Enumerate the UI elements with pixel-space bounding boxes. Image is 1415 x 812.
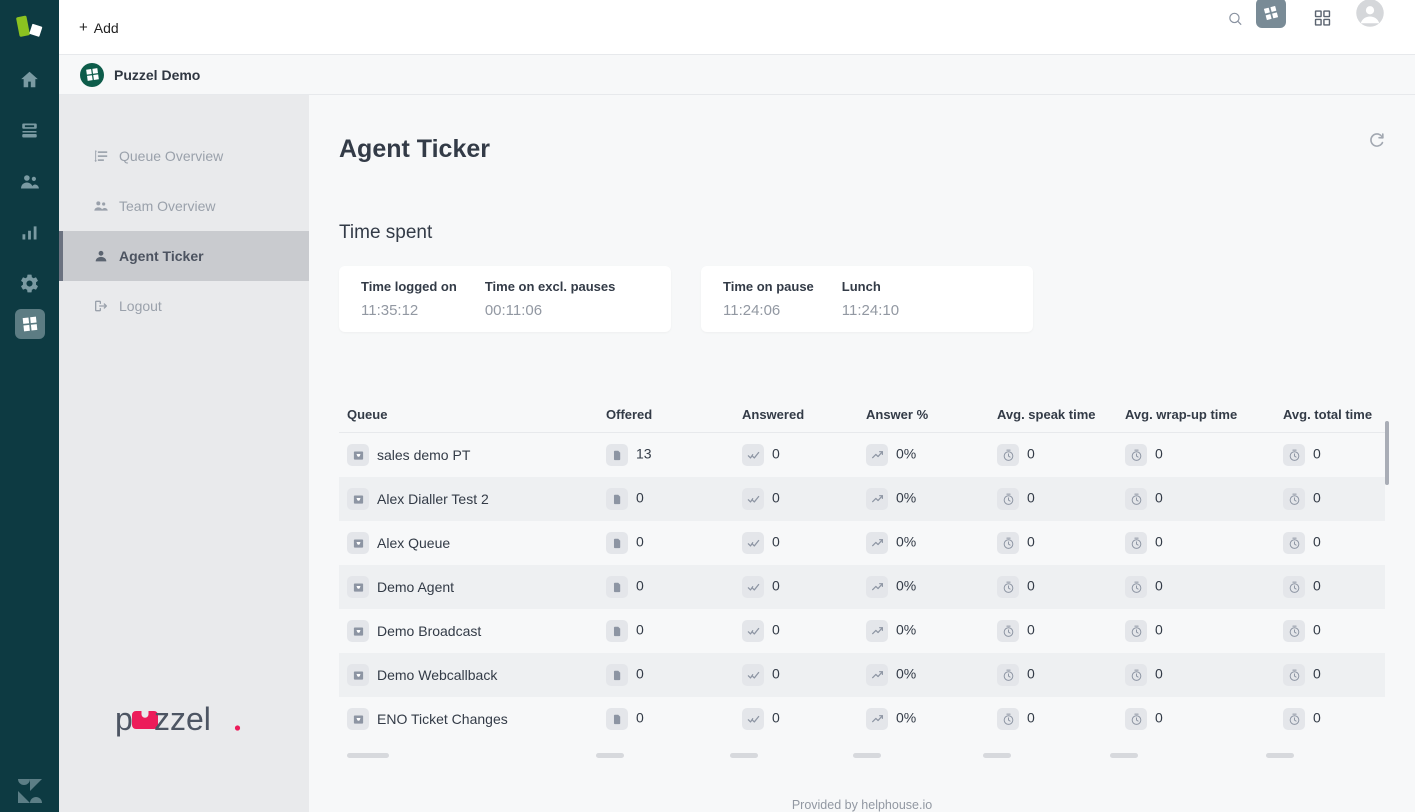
svg-text:zzel: zzel — [154, 701, 211, 737]
svg-text:p: p — [115, 701, 133, 737]
